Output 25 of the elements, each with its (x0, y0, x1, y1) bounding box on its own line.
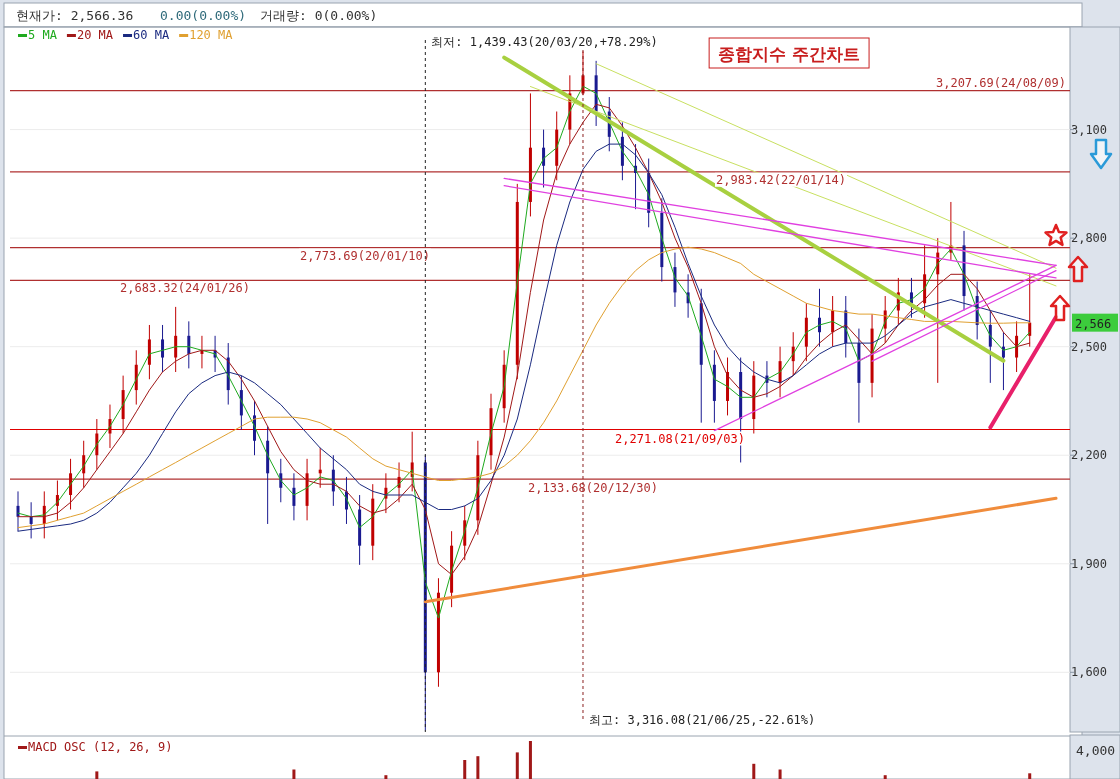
y-tick-label: 2,200 (1070, 448, 1108, 463)
y-tick-label: 2,500 (1070, 339, 1108, 354)
legend-label: 5 MA (28, 28, 58, 42)
legend-label: MACD OSC (12, 26, 9) (28, 740, 173, 754)
y-tick-label: 1,900 (1070, 556, 1108, 571)
legend-label: 60 MA (133, 28, 170, 42)
text: 현재가: 2,566.36 (16, 8, 134, 23)
ref-line-label: 2,773.69(20/01/10) (300, 248, 431, 263)
text: 4,000 (1076, 743, 1116, 758)
text: 2,566 (1075, 316, 1112, 331)
legend-label: 20 MA (76, 28, 114, 42)
ref-line-label: 2,683.32(24/01/26) (120, 281, 251, 296)
text: 최저: 1,439.43(20/03/20,+78.29%) (431, 35, 658, 49)
y-tick-label: 3,100 (1070, 122, 1108, 137)
legend-label: 120 MA (189, 28, 234, 42)
ref-line-label: 2,133.68(20/12/30) (528, 481, 659, 496)
ref-line-label: 3,207.69(24/08/09) (935, 75, 1066, 90)
annotation: 최고: 3,316.08(21/06/25,-22.61%) (588, 713, 816, 727)
text: 0.00(0.00%) (160, 8, 247, 23)
y-tick-label: 2,800 (1070, 231, 1108, 246)
y-tick-label: 1,600 (1070, 665, 1108, 680)
ref-line-label: 2,983.42(22/01/14) (716, 172, 847, 187)
ref-line-label: 2,271.08(21/09/03) (615, 431, 746, 446)
text: 거래량: 0(0.00%) (260, 8, 378, 23)
chart-title: 종합지수 주간차트 (718, 44, 861, 64)
